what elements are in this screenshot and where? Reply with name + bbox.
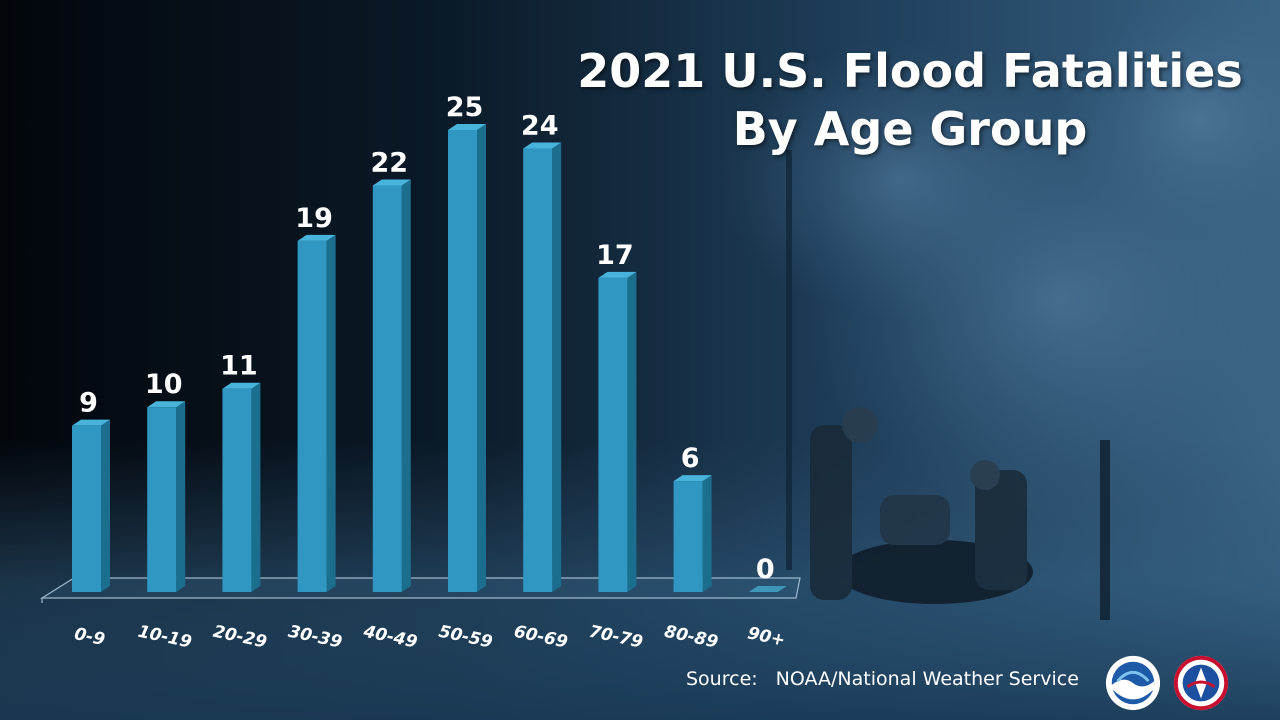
bar-top	[372, 179, 411, 186]
bar-front	[147, 407, 177, 592]
bar-top	[448, 124, 486, 130]
chart-title-line2: By Age Group	[732, 102, 1088, 156]
data-label-60-69: 24	[521, 110, 559, 141]
x-tick-label-20-29: 20-29	[211, 622, 269, 653]
bar-top	[598, 271, 637, 278]
x-axis-labels: 0-9 10-19 20-29 30-39 40-49 50-59 60-69 70-79 80…	[72, 621, 787, 652]
rescue-boat-illustration	[810, 407, 1033, 604]
bar-10-19	[147, 401, 186, 592]
bar-40-49	[372, 179, 411, 592]
bar-series	[72, 124, 787, 593]
data-label-0-9: 9	[79, 388, 98, 419]
bar-side	[101, 419, 110, 592]
bar-top	[72, 419, 110, 426]
bar-side	[251, 382, 261, 592]
data-label-90+: 0	[756, 554, 775, 585]
x-tick-label-50-59: 50-59	[437, 622, 495, 653]
x-tick-label-10-19: 10-19	[136, 622, 194, 653]
data-label-10-19: 10	[145, 369, 183, 400]
nws-logo-icon	[1173, 655, 1229, 711]
bar-20-29	[222, 382, 261, 592]
data-label-30-39: 19	[295, 203, 333, 234]
source-caption: Source: NOAA/National Weather Service	[686, 668, 1079, 690]
bar-front	[523, 148, 553, 593]
bar-70-79	[598, 271, 637, 592]
bar-top	[523, 142, 562, 149]
bar-top	[748, 586, 787, 592]
x-tick-label-40-49: 40-49	[361, 621, 419, 652]
chart-title-line1: 2021 U.S. Flood Fatalities	[577, 44, 1243, 98]
bar-90+	[748, 586, 787, 592]
source-label: Source:	[686, 668, 758, 690]
bar-top	[147, 401, 186, 408]
bar-side	[401, 179, 411, 592]
data-label-80-89: 6	[681, 443, 700, 474]
x-tick-label-0-9: 0-9	[72, 624, 106, 650]
x-tick-label-80-89: 80-89	[662, 622, 720, 653]
bar-side	[627, 271, 637, 592]
x-tick-label-90+: 90+	[746, 623, 787, 650]
bar-front	[297, 240, 327, 592]
data-label-40-49: 22	[371, 147, 409, 178]
bar-front	[222, 388, 252, 592]
x-tick-label-30-39: 30-39	[286, 622, 344, 653]
x-tick-label-60-69: 60-69	[512, 622, 570, 653]
bar-side	[176, 401, 186, 592]
bar-top	[222, 382, 261, 389]
bar-front	[673, 481, 703, 592]
bar-60-69	[523, 142, 562, 593]
x-tick-label-70-79: 70-79	[587, 622, 645, 653]
bar-side	[552, 142, 562, 593]
bar-side	[702, 475, 712, 592]
bar-30-39	[297, 234, 336, 592]
bar-front	[372, 185, 402, 592]
chart-title: 2021 U.S. Flood Fatalities By Age Group	[560, 42, 1260, 158]
bar-side	[326, 234, 336, 592]
data-labels: 9 10 11 19 22 25 24 17 6 0	[79, 92, 775, 585]
bar-50-59	[448, 124, 486, 592]
bar-front	[448, 130, 477, 592]
data-label-70-79: 17	[596, 240, 634, 271]
noaa-logo-icon	[1105, 655, 1161, 711]
source-text: NOAA/National Weather Service	[775, 668, 1079, 690]
data-label-50-59: 25	[446, 92, 484, 123]
bar-top	[673, 475, 712, 482]
bar-side	[477, 124, 486, 592]
bar-top	[297, 234, 336, 241]
bar-0-9	[72, 419, 110, 592]
bar-front	[598, 277, 628, 592]
data-label-20-29: 11	[220, 351, 258, 382]
bar-80-89	[673, 475, 712, 592]
bar-front	[72, 425, 101, 592]
